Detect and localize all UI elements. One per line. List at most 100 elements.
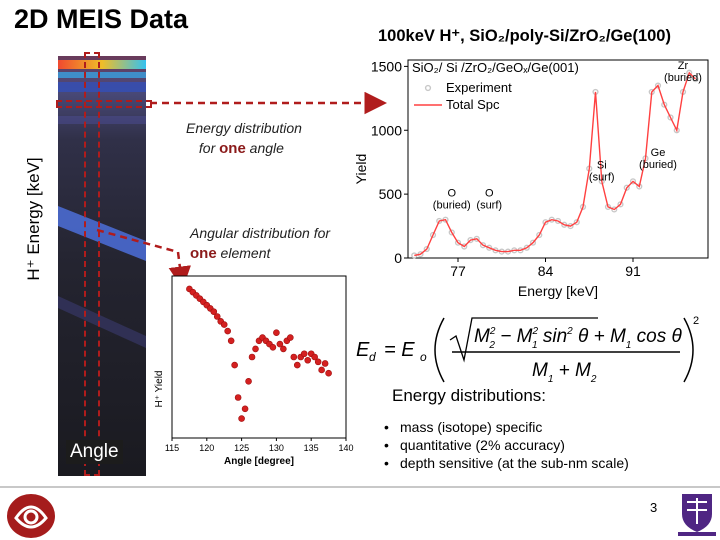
peak-label-sub: (surf) [476,200,502,212]
experiment-point [529,239,537,246]
angle-annotation: Angular distribution for one element [190,223,330,264]
experiment-point [423,245,430,253]
yield-point [273,329,280,337]
yield-point [210,308,218,315]
x-tick-label: 120 [199,443,214,453]
angle-arrow-line [96,228,179,254]
energy-spectrum-chart: 0 500 1000 1500 77 84 91 Energy [keV] Yield SiO₂/… [353,58,709,299]
angular-distribution-chart: 115 120 125 130 135 140 Angle [degree] H⁺ Yield [154,275,354,467]
energy-annotation-line2: for one angle [198,140,284,157]
bullet-item: quantitative (2% accuracy) [378,436,629,454]
yield-point [304,356,312,364]
experiment-point [448,229,455,236]
yield-point [269,343,277,351]
y-axis-label: H⁺ Yield [154,371,165,408]
legend-experiment-marker [424,84,432,92]
institution-logo-left [7,494,55,538]
map-band-zr [58,60,146,69]
energy-distributions-heading: Energy distributions: [392,386,547,405]
y-tick-label: 0 [394,250,402,266]
yield-point [220,321,228,328]
x-tick-label: 125 [234,443,249,453]
y-axis-label: H⁺ Energy [keV] [24,157,43,281]
footer-divider [0,486,720,488]
bullet-list: mass (isotope) specific quantitative (2%… [378,418,629,472]
equation-left-paren [434,317,445,383]
equation-lhs-sub: d [369,350,376,364]
x-tick-label: 91 [625,263,641,279]
experiment-point [454,239,462,246]
yield-point [245,378,252,385]
equation-eq: = E [384,339,415,361]
experiment-point [479,242,487,249]
plot-area [407,59,709,259]
equation-sqrt [449,317,598,363]
yield-point [287,334,294,341]
legend-experiment-label: Experiment [446,80,512,95]
yield-point [314,358,322,366]
experiment-point [629,178,637,185]
kinematic-equation: E d = E o M2 2 − M2 1 sin2 θ + M1 cos θ M1… [356,315,699,384]
yield-point [238,415,245,422]
experiment-point [623,184,630,191]
equation-eq-sub: o [420,350,427,364]
experiment-point [573,219,580,226]
equation-lhs: E [356,339,370,361]
experiment-point [654,82,662,89]
angle-column-marker [84,52,100,476]
experiment-point [523,244,530,251]
angle-annotation-line1: Angular distribution for [190,225,331,241]
experiment-point [536,231,543,239]
x-axis-label: Energy [keV] [518,283,598,299]
y-tick-label: 500 [379,186,403,202]
yield-point [318,366,325,374]
experiment-point [617,201,624,208]
peak-label: O [447,188,456,200]
x-tick-label: 115 [165,443,179,453]
yield-point [231,361,238,369]
peak-label-sub: (buried) [639,159,677,171]
yield-point [224,327,231,335]
peak-label: O [485,188,494,200]
map-band-mid [58,116,146,124]
experiment-point [611,206,618,213]
yield-point [276,340,284,348]
energy-annotation: Energy distribution for one angle [186,118,302,159]
peak-label-sub: (buried) [664,72,702,84]
total-spc-line [414,71,697,257]
experiment-point [692,76,699,83]
peak-label-sub: (surf) [589,172,615,184]
yield-point [293,361,301,369]
y-tick-label: 1000 [371,122,402,138]
yield-point [213,313,221,320]
university-crest-logo [678,494,716,536]
experiment-point [542,219,549,226]
page-number: 3 [650,500,658,515]
map-band-ge [58,72,146,78]
experiment-point [429,231,437,239]
angle-label: Angle [66,440,123,464]
angle-annotation-line2: one element [190,245,271,262]
yield-point [252,345,259,353]
x-tick-label: 130 [269,443,284,453]
map-band-si [58,206,146,261]
map-background [58,56,146,476]
map-band-blue [58,82,146,92]
bullet-item: depth sensitive (at the sub-nm scale) [378,454,629,472]
equation-denominator: M1 + M2 [532,360,597,384]
x-axis-label: Angle [degree] [224,456,294,467]
peak-label: Si [597,160,607,172]
energy-annotation-line1: Energy distribution [186,120,302,136]
y-axis-label: Yield [353,154,369,185]
x-tick-label: 135 [304,443,319,453]
yield-point [290,353,298,361]
yield-point [300,350,308,358]
experiment-point [486,244,493,251]
peak-label: Zr [678,60,689,72]
yield-point [241,405,249,413]
legend-total-spc-label: Total Spc [446,97,500,112]
meis-2d-map [58,56,146,476]
bullet-item: mass (isotope) specific [378,418,629,436]
yield-point [321,360,329,367]
experiment-point [667,114,674,121]
